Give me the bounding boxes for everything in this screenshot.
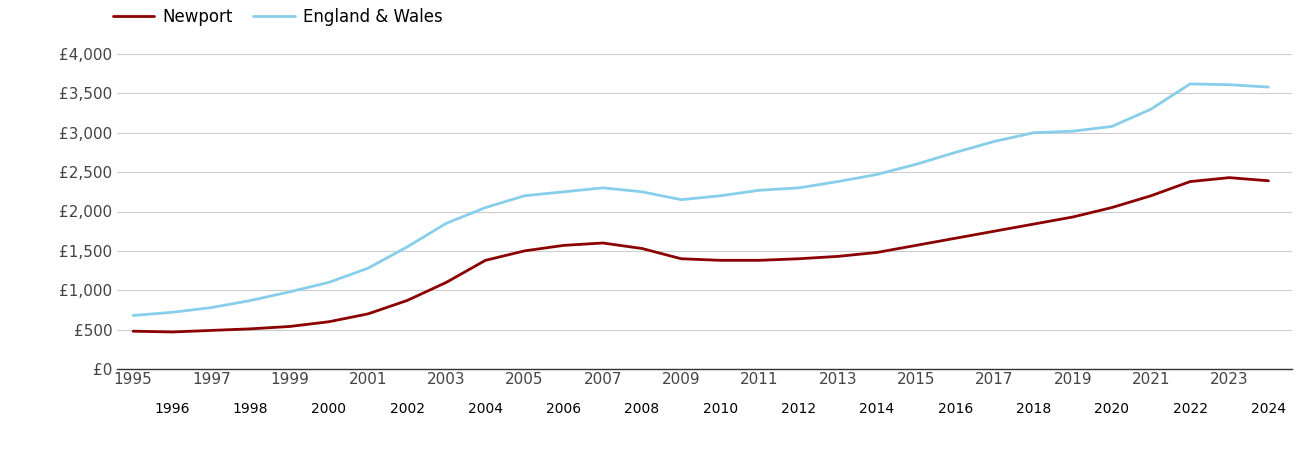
England & Wales [987, 139, 1002, 144]
Newport [908, 243, 924, 248]
Newport [713, 257, 728, 263]
Newport [1026, 221, 1041, 227]
England & Wales [713, 193, 728, 198]
Line: Newport: Newport [133, 178, 1268, 332]
Newport [1182, 179, 1198, 184]
Newport [399, 298, 415, 303]
England & Wales [634, 189, 650, 194]
Newport [556, 243, 572, 248]
England & Wales [791, 185, 806, 191]
Newport [595, 240, 611, 246]
Newport [987, 229, 1002, 234]
England & Wales [282, 289, 298, 294]
England & Wales [399, 244, 415, 250]
Newport [243, 326, 258, 332]
England & Wales [1104, 124, 1120, 129]
Newport [204, 328, 219, 333]
Newport [517, 248, 532, 253]
England & Wales [1143, 107, 1159, 112]
Line: England & Wales: England & Wales [133, 84, 1268, 315]
England & Wales [908, 162, 924, 167]
Newport [478, 257, 493, 263]
England & Wales [947, 150, 963, 155]
Newport [360, 311, 376, 317]
Newport [752, 257, 767, 263]
Newport [164, 329, 180, 335]
Newport [1261, 178, 1276, 184]
England & Wales [830, 179, 846, 184]
England & Wales [1182, 81, 1198, 86]
England & Wales [478, 205, 493, 210]
Newport [1143, 193, 1159, 198]
England & Wales [360, 266, 376, 271]
Newport [1104, 205, 1120, 210]
England & Wales [673, 197, 689, 202]
England & Wales [204, 305, 219, 310]
Newport [634, 246, 650, 251]
Newport [438, 279, 454, 285]
Newport [321, 319, 337, 324]
England & Wales [1221, 82, 1237, 87]
Newport [125, 328, 141, 334]
Newport [673, 256, 689, 261]
Legend: Newport, England & Wales: Newport, England & Wales [112, 9, 442, 27]
Newport [830, 254, 846, 259]
England & Wales [164, 310, 180, 315]
Newport [869, 250, 885, 255]
England & Wales [869, 172, 885, 177]
England & Wales [556, 189, 572, 194]
England & Wales [125, 313, 141, 318]
England & Wales [1261, 84, 1276, 90]
England & Wales [243, 298, 258, 303]
England & Wales [595, 185, 611, 191]
England & Wales [752, 188, 767, 193]
England & Wales [1026, 130, 1041, 135]
England & Wales [438, 220, 454, 226]
Newport [791, 256, 806, 261]
England & Wales [321, 279, 337, 285]
England & Wales [1065, 128, 1081, 134]
England & Wales [517, 193, 532, 198]
Newport [1065, 214, 1081, 220]
Newport [947, 236, 963, 241]
Newport [1221, 175, 1237, 180]
Newport [282, 324, 298, 329]
